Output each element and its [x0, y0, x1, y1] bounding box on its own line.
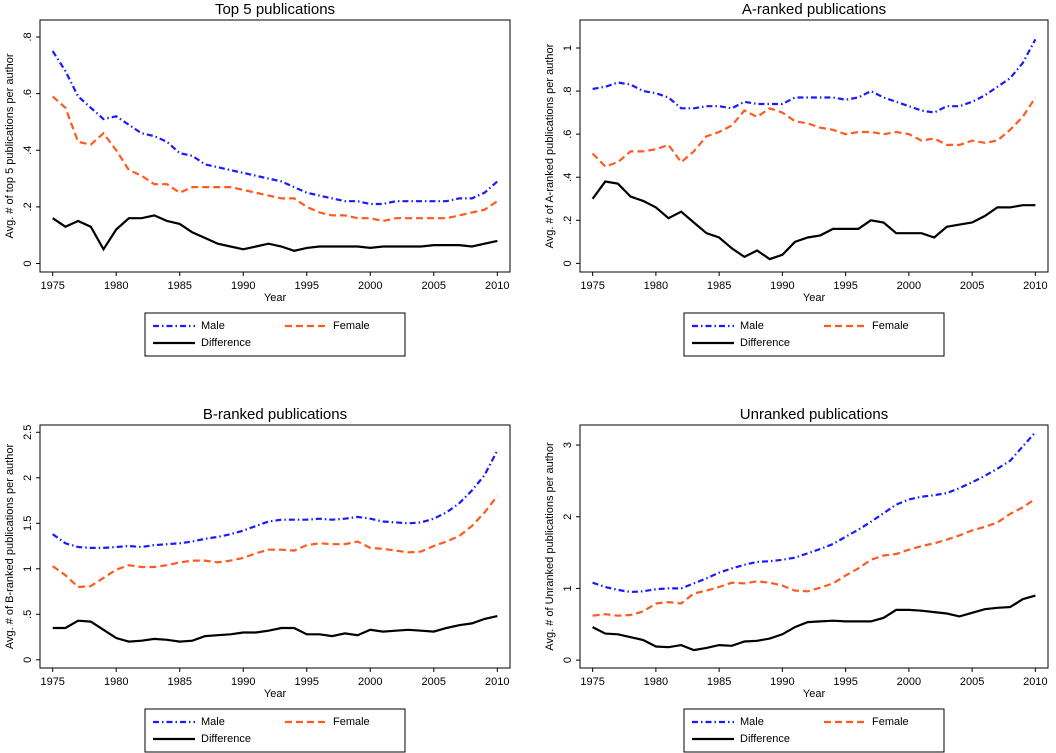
- series-line: [52, 495, 499, 589]
- x-axis-label: Year: [264, 688, 287, 700]
- legend-label: Difference: [201, 733, 251, 745]
- x-tick-label: 1990: [231, 676, 255, 688]
- legend-box: [144, 312, 406, 357]
- series-line: [52, 449, 499, 549]
- x-tick-label: 1975: [40, 676, 64, 688]
- series-line: [52, 214, 498, 252]
- y-tick-label: 1: [562, 585, 574, 591]
- series-line: [51, 95, 498, 223]
- y-axis-label: Avg. # of B-ranked publications per auth…: [4, 444, 16, 650]
- y-tick-label: .8: [22, 32, 34, 41]
- legend-label: Male: [740, 716, 764, 728]
- x-tick-label: 1985: [707, 280, 731, 292]
- legend-box: [683, 708, 945, 753]
- series-line: [592, 431, 1037, 594]
- x-tick-label: 1985: [167, 280, 191, 292]
- legend-box: [144, 708, 406, 753]
- y-tick-label: .4: [22, 146, 34, 155]
- y-tick-label: .5: [22, 610, 34, 619]
- x-tick-label: 2010: [1023, 676, 1047, 688]
- chart-title: Unranked publications: [740, 406, 888, 423]
- y-tick-label: 1.5: [22, 516, 34, 531]
- plot-frame: [39, 424, 511, 669]
- legend-label: Female: [333, 716, 370, 728]
- x-tick-label: 1995: [833, 280, 857, 292]
- series-line: [52, 615, 498, 643]
- x-tick-label: 1990: [770, 280, 794, 292]
- series-line: [51, 50, 499, 206]
- plot-frame: [39, 19, 511, 273]
- y-tick-label: 3: [562, 442, 574, 448]
- legend-label: Female: [872, 716, 909, 728]
- y-tick-label: .2: [22, 202, 34, 211]
- legend-label: Difference: [740, 733, 790, 745]
- x-tick-label: 2010: [485, 676, 509, 688]
- x-tick-label: 2000: [897, 676, 921, 688]
- legend-label: Difference: [201, 337, 251, 349]
- y-axis-label: Avg. # of top 5 publications per author: [4, 53, 16, 238]
- x-tick-label: 1990: [231, 280, 255, 292]
- legend-box: [683, 312, 945, 357]
- plot-frame: [579, 19, 1049, 273]
- legend-label: Difference: [740, 337, 790, 349]
- x-tick-label: 1980: [104, 676, 128, 688]
- chart-title: A-ranked publications: [742, 1, 886, 18]
- series-line: [592, 38, 1037, 114]
- x-tick-label: 2000: [897, 280, 921, 292]
- x-tick-label: 1985: [707, 676, 731, 688]
- series-line: [592, 497, 1037, 617]
- x-axis-label: Year: [264, 292, 287, 304]
- y-tick-label: 0: [562, 657, 574, 663]
- y-tick-label: .6: [22, 89, 34, 98]
- y-axis-label: Avg. # of A-ranked publications per auth…: [544, 43, 556, 248]
- y-tick-label: 1: [22, 566, 34, 572]
- y-tick-label: .2: [562, 216, 574, 225]
- x-tick-label: 1980: [644, 676, 668, 688]
- x-tick-label: 2005: [422, 280, 446, 292]
- legend-label: Male: [201, 320, 225, 332]
- series-line: [591, 180, 1036, 261]
- legend-label: Male: [740, 320, 764, 332]
- y-tick-label: 0: [562, 260, 574, 266]
- x-axis-label: Year: [803, 292, 826, 304]
- y-tick-label: 2.5: [22, 425, 34, 440]
- x-tick-label: 2000: [358, 280, 382, 292]
- y-tick-label: .6: [562, 130, 574, 139]
- chart-title: B-ranked publications: [203, 406, 347, 423]
- y-tick-label: 2: [562, 514, 574, 520]
- legend-label: Female: [872, 320, 909, 332]
- legend-label: Male: [201, 716, 225, 728]
- chart-title: Top 5 publications: [215, 1, 335, 18]
- y-axis-label: Avg. # of Unranked publications per auth…: [544, 442, 556, 651]
- x-tick-label: 1995: [295, 280, 319, 292]
- plot-frame: [579, 424, 1049, 669]
- x-tick-label: 2000: [358, 676, 382, 688]
- x-tick-label: 2010: [485, 280, 509, 292]
- x-tick-label: 2005: [960, 676, 984, 688]
- x-tick-label: 1990: [770, 676, 794, 688]
- y-tick-label: 0: [22, 657, 34, 663]
- y-tick-label: 2: [22, 475, 34, 481]
- y-tick-label: 1: [562, 45, 574, 51]
- x-tick-label: 1975: [580, 280, 604, 292]
- series-line: [591, 96, 1037, 168]
- x-tick-label: 2005: [422, 676, 446, 688]
- x-tick-label: 1980: [104, 280, 128, 292]
- x-tick-label: 1985: [167, 676, 191, 688]
- y-tick-label: .4: [562, 173, 574, 182]
- x-axis-label: Year: [803, 688, 826, 700]
- x-tick-label: 1975: [40, 280, 64, 292]
- x-tick-label: 1975: [580, 676, 604, 688]
- x-tick-label: 2005: [960, 280, 984, 292]
- series-line: [592, 594, 1036, 652]
- y-tick-label: .8: [562, 86, 574, 95]
- x-tick-label: 1995: [295, 676, 319, 688]
- legend-label: Female: [333, 320, 370, 332]
- x-tick-label: 1995: [833, 676, 857, 688]
- x-tick-label: 1980: [644, 280, 668, 292]
- y-tick-label: 0: [22, 260, 34, 266]
- x-tick-label: 2010: [1023, 280, 1047, 292]
